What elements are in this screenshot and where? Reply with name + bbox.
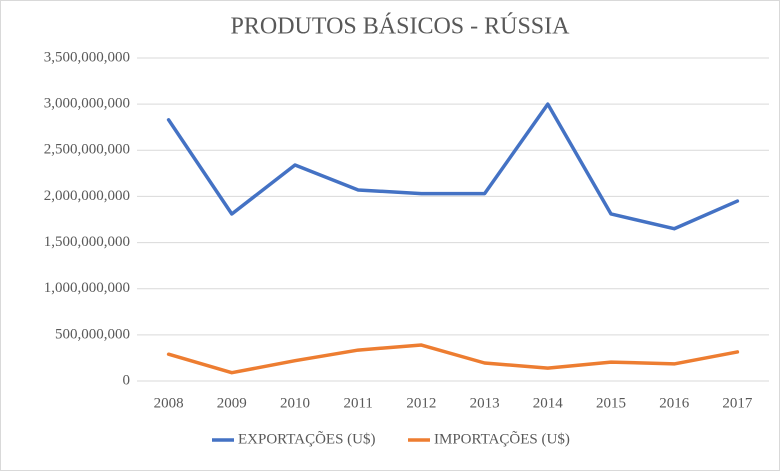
series-line: [166, 343, 740, 375]
legend-label: EXPORTAÇÕES (U$): [238, 430, 375, 447]
x-tick-label: 2009: [217, 395, 247, 411]
y-tick-label: 2,000,000,000: [44, 188, 130, 204]
y-tick-label: 3,000,000,000: [44, 96, 130, 112]
x-tick-label: 2008: [154, 395, 184, 411]
legend-label: IMPORTAÇÕES (U$): [434, 430, 570, 447]
y-tick-label: 0: [123, 372, 131, 388]
x-tick-label: 2013: [470, 395, 500, 411]
series-line: [166, 102, 740, 231]
y-tick-label: 3,500,000,000: [44, 49, 130, 65]
x-tick-label: 2016: [659, 395, 690, 411]
chart-title: PRODUTOS BÁSICOS - RÚSSIA: [231, 13, 571, 40]
y-tick-label: 1,500,000,000: [44, 234, 130, 250]
y-tick-label: 1,000,000,000: [44, 280, 130, 296]
x-tick-label: 2015: [596, 395, 626, 411]
x-tick-label: 2012: [406, 395, 436, 411]
y-tick-label: 2,500,000,000: [44, 142, 130, 158]
x-tick-label: 2011: [343, 395, 372, 411]
y-tick-label: 500,000,000: [55, 326, 130, 342]
x-tick-label: 2017: [722, 395, 753, 411]
x-tick-label: 2014: [533, 395, 564, 411]
x-tick-label: 2010: [280, 395, 310, 411]
